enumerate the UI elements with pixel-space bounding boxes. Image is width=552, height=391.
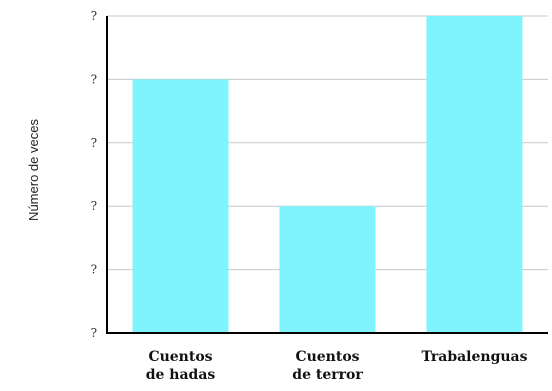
x-category-label: Trabalenguas <box>421 349 527 365</box>
y-tick-label: ? <box>91 199 97 213</box>
y-tick-label: ? <box>91 263 97 277</box>
x-category-label: de hadas <box>146 367 216 383</box>
y-tick-label: ? <box>91 9 97 23</box>
y-tick-label: ? <box>91 326 97 340</box>
bar <box>427 16 523 333</box>
bar <box>133 79 229 333</box>
x-category-labels: Cuentos de hadas Cuentos de terror Trabaleng… <box>146 349 528 383</box>
y-axis-label: Número de veces <box>26 119 41 221</box>
y-tick-label: ? <box>91 72 97 86</box>
y-tick-labels: ?????? <box>91 9 97 340</box>
bar <box>280 206 376 333</box>
x-category-label: Cuentos <box>295 349 359 365</box>
x-category-label: Cuentos <box>148 349 212 365</box>
x-category-label: de terror <box>292 367 363 383</box>
y-tick-label: ? <box>91 136 97 150</box>
bars <box>133 16 523 333</box>
